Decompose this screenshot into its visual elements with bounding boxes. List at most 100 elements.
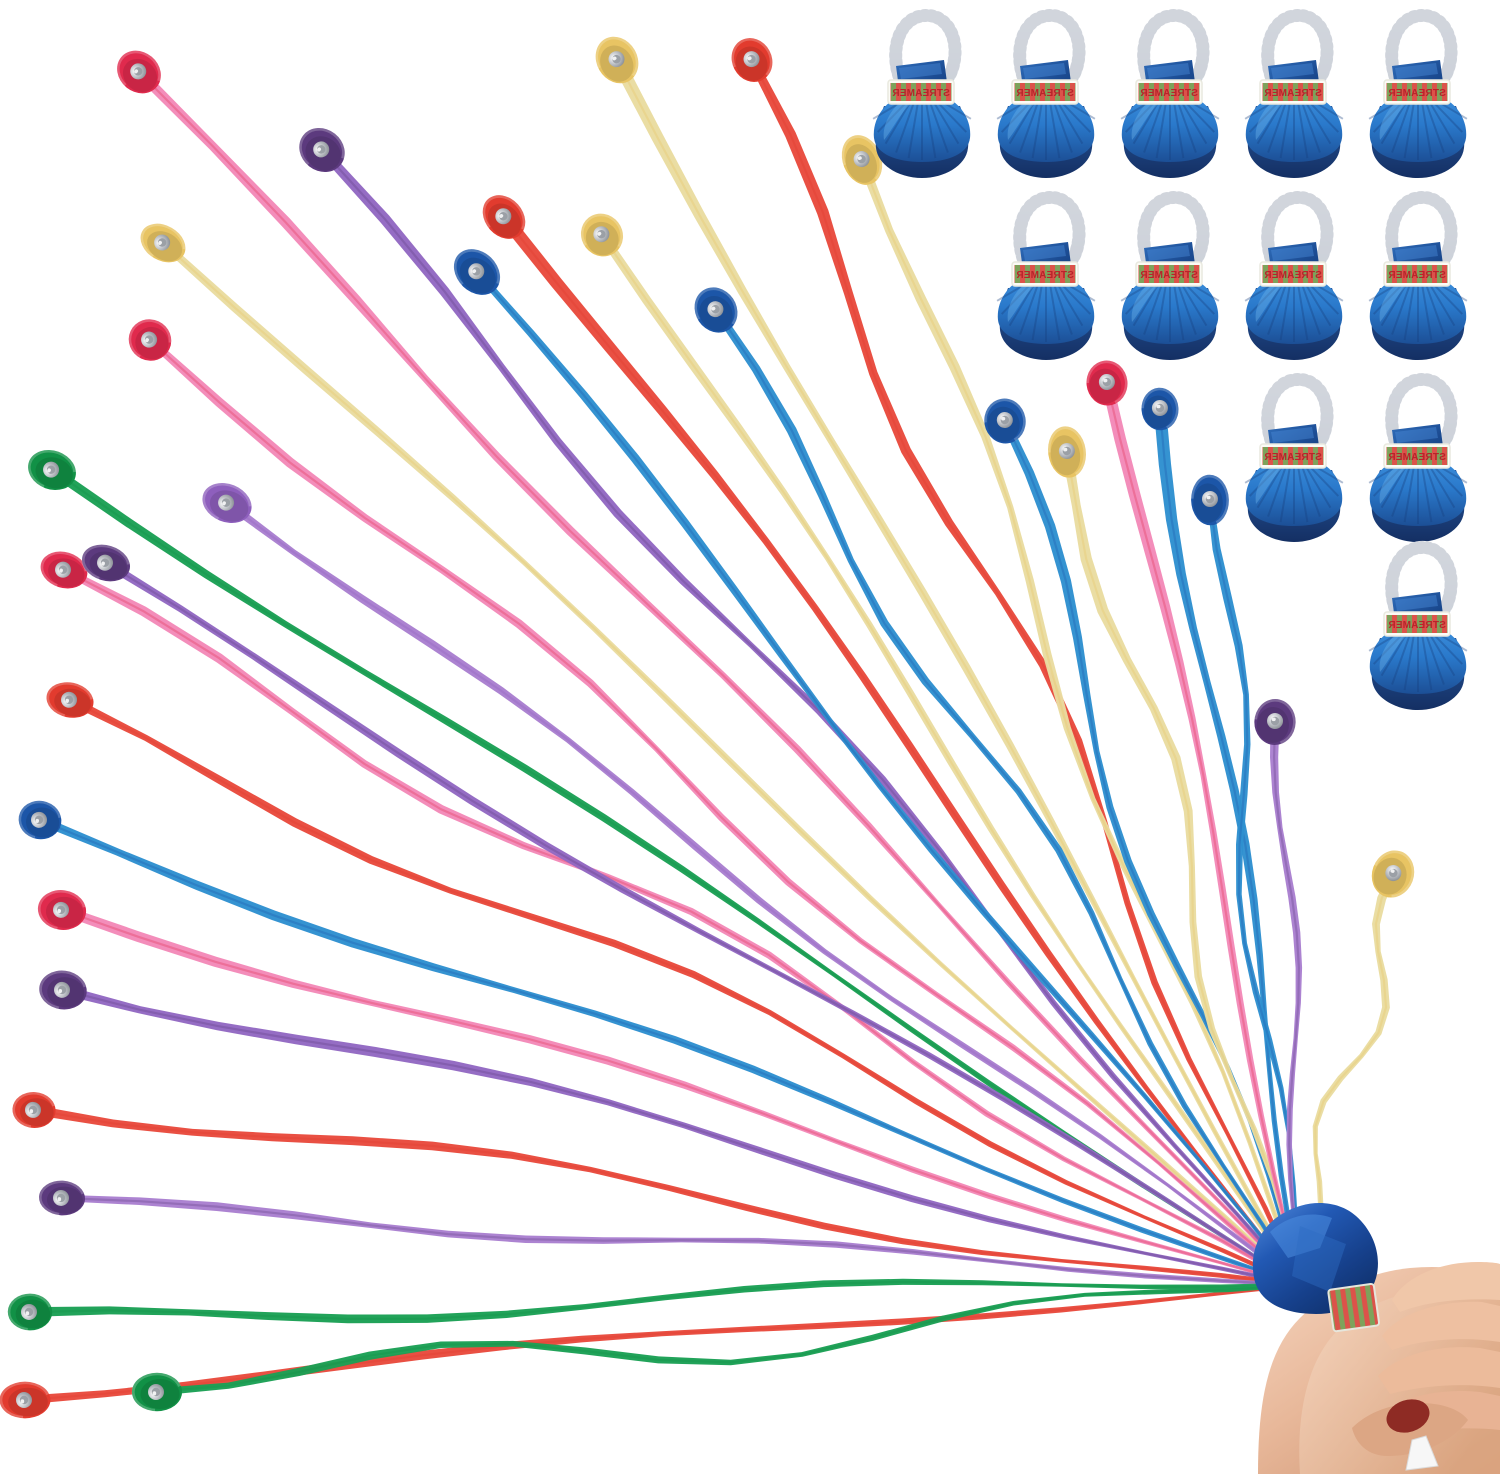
hand-holding-popper [1252,1202,1500,1474]
tip-roll-highlight [18,800,62,840]
streamer-tip-coil [202,482,252,524]
popper-pleat [1304,101,1332,145]
popper-pleat [1256,101,1284,145]
popper-pleat [1431,632,1464,665]
streamer-ribbon-group [23,57,1397,1405]
popper[interactable]: STREAMER [1368,8,1468,178]
popper[interactable]: STREAMER [1368,190,1468,360]
tip-grommet-glint [1063,447,1068,452]
popper-label-band: STREAMER [1383,261,1451,287]
streamer-tip-coil [46,681,94,718]
tip-grommet-glint [145,338,149,343]
popper-skirt-highlight [1131,104,1158,140]
tip-grommet-glint [222,501,226,506]
popper-skirt-highlight [883,104,910,140]
band-stripes [1138,265,1200,283]
tip-roll-highlight [27,449,77,488]
streamer-ribbon [1153,408,1303,1286]
popper-pleat [1301,466,1321,517]
band-stripes [1262,83,1324,101]
streamer-ribbon-shading [860,158,1302,1287]
popper-skirt [1245,458,1343,526]
tip-grommet-glint [1271,717,1276,722]
handle-rope-texture [1385,372,1458,455]
band-stripes [1386,265,1448,283]
tip-grommet-glint [29,1109,34,1114]
popper-handle [1013,190,1086,273]
popper-top-highlight [1147,63,1190,79]
streamer-tip-coil [7,1293,53,1331]
tip-roll-highlight [12,1091,56,1129]
popper-pleat [1421,285,1433,341]
streamer-ribbon [611,57,1302,1287]
popper-pleat [1053,102,1073,153]
popper-pleat [1049,285,1061,341]
popper-pleat [1380,283,1408,327]
popper-top-highlight [1395,427,1438,443]
tip-grommet-glint [499,214,504,218]
popper-pleat [1301,284,1321,335]
popper-label-band: STREAMER [1383,611,1451,637]
streamer-tip-coil [841,134,883,185]
popper-pleat [1248,282,1281,315]
popper-pleat [1403,103,1415,159]
streamer-ribbon-shading [62,568,1302,1287]
popper[interactable]: STREAMER [996,8,1096,178]
popper-pleat [1431,282,1464,315]
popper-pleat [1132,283,1160,327]
tip-grommet-glint [158,240,162,245]
tip-roll-highlight [1047,426,1087,476]
band-text: STREAMER [1388,620,1446,631]
popper[interactable]: STREAMER [996,190,1096,360]
popper-pleat [1177,284,1197,335]
tip-grommet-glint [857,156,862,160]
popper-handle [1137,190,1210,273]
band-stripes [890,83,952,101]
popper[interactable]: STREAMER [872,8,972,178]
popper[interactable]: STREAMER [1120,190,1220,360]
handle-rope-texture [1261,372,1334,455]
popper-pleat [895,102,915,153]
popper-pleat [1431,100,1464,133]
popper-pleat [1124,282,1157,315]
streamer-ribbon-shading [600,233,1302,1287]
streamer-ribbon [62,566,1302,1287]
streamer-ribbon-shading [502,215,1302,1287]
popper[interactable]: STREAMER [1120,8,1220,178]
popper-pleat [1256,283,1284,327]
popper[interactable]: STREAMER [1244,190,1344,360]
tip-roll-highlight [841,134,883,181]
popper-pleat [1173,285,1185,341]
handle-rope-texture [1137,8,1210,91]
popper-skirt [1245,276,1343,344]
tip-roll-highlight [694,287,738,325]
popper[interactable]: STREAMER [1244,8,1344,178]
tip-roll-highlight [453,248,501,286]
pull-string [1405,1435,1439,1471]
tip-roll-highlight [81,544,131,580]
popper-top-highlight [1271,427,1314,443]
tip-grommet-glint [597,231,602,236]
popper-pleat [1173,103,1185,159]
band-text: STREAMER [1264,270,1322,281]
popper-pleat [1425,466,1445,517]
held-popper-fold [1292,1226,1346,1292]
popper-pleat [1307,464,1340,497]
popper-pleat [907,103,919,159]
tip-grommet-hole [134,67,143,76]
streamer-ribbon-shading [32,1108,1302,1287]
finger-ring [1378,1347,1500,1394]
popper[interactable]: STREAMER [1244,372,1344,542]
streamer-tip-coil [37,889,87,930]
tip-grommet-glint [20,1399,25,1404]
popper[interactable]: STREAMER [1368,372,1468,542]
popper-pleat [1049,103,1061,159]
popper[interactable]: STREAMER [1368,540,1468,710]
tip-roll-highlight [482,194,526,230]
popper-pleat [1248,100,1281,133]
band-text: STREAMER [1264,88,1322,99]
tip-roll-highlight [0,1381,50,1419]
popper-skirt [1369,458,1467,526]
popper-pleat [1307,282,1340,315]
